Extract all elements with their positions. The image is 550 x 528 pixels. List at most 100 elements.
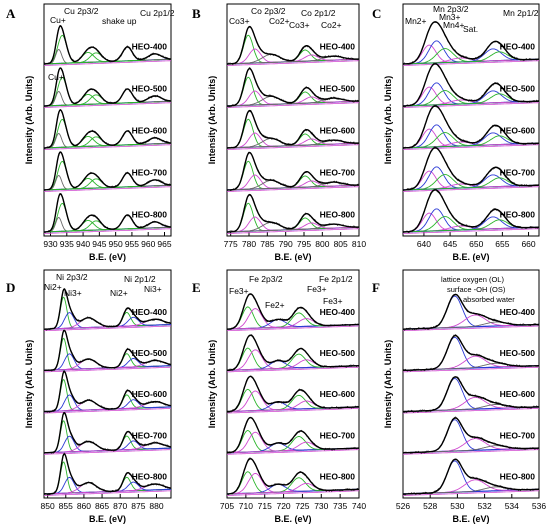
baseline-line bbox=[44, 325, 171, 332]
baseline-line bbox=[44, 60, 171, 66]
envelope-line bbox=[226, 375, 359, 413]
sample-label: HEO-400 bbox=[320, 307, 356, 317]
panel-letter: D bbox=[6, 280, 15, 295]
x-tick-label: 955 bbox=[125, 239, 139, 249]
envelope-line bbox=[227, 151, 359, 191]
y-axis-label: Intensity (Arb. Units) bbox=[24, 340, 34, 429]
peak-annotation: Co2+ bbox=[321, 20, 342, 30]
spectrum-HEO-700: HEO-700 bbox=[402, 416, 540, 455]
envelope-line bbox=[44, 67, 171, 107]
baseline-line bbox=[44, 144, 171, 150]
x-tick-label: 965 bbox=[157, 239, 171, 249]
x-tick-label: 645 bbox=[443, 239, 457, 249]
baseline-line bbox=[227, 449, 359, 455]
spectrum-HEO-600: HEO-600 bbox=[226, 109, 360, 150]
x-tick-label: 785 bbox=[260, 239, 274, 249]
peak-annotation: Co2+ bbox=[269, 16, 290, 26]
baseline-line bbox=[227, 366, 359, 373]
baseline-line bbox=[403, 449, 539, 455]
peak-annotation: Mn 2p3/2 bbox=[433, 4, 469, 14]
x-tick-label: 705 bbox=[220, 501, 234, 511]
spectrum-HEO-800: HEO-800 bbox=[402, 458, 540, 496]
fit-peak bbox=[44, 318, 172, 330]
y-axis-label: Intensity (Arb. Units) bbox=[383, 340, 393, 429]
x-tick-label: 960 bbox=[141, 239, 155, 249]
envelope-line bbox=[227, 25, 359, 65]
envelope-line bbox=[403, 21, 539, 65]
sample-label: HEO-500 bbox=[320, 348, 356, 358]
sample-label: HEO-800 bbox=[320, 472, 356, 482]
x-tick-label: 805 bbox=[334, 239, 348, 249]
baseline-line bbox=[44, 228, 171, 234]
envelope-line bbox=[403, 376, 539, 413]
panel-B: B Intensity (Arb. Units) 775 780 785 790 795 80… bbox=[192, 3, 366, 262]
peak-annotation: Cu+ bbox=[50, 15, 66, 25]
plot-frame bbox=[43, 269, 172, 499]
x-tick-label: 530 bbox=[450, 501, 464, 511]
baseline-line bbox=[227, 144, 359, 150]
peak-annotation: Mn4+ bbox=[443, 20, 465, 30]
x-tick-label: 710 bbox=[239, 501, 253, 511]
x-tick-label: 850 bbox=[41, 501, 55, 511]
x-axis-label: B.E. (eV) bbox=[452, 252, 489, 262]
fit-peak bbox=[44, 483, 172, 495]
peak-annotation: absorbed water bbox=[463, 295, 515, 304]
peak-annotation: Fe2+ bbox=[265, 300, 285, 310]
peak-annotation: Sat. bbox=[463, 24, 478, 34]
baseline-line bbox=[227, 102, 359, 108]
sample-label: HEO-700 bbox=[500, 430, 536, 440]
sample-label: HEO-800 bbox=[500, 209, 536, 219]
fit-peak bbox=[227, 319, 359, 330]
envelope-line bbox=[403, 334, 539, 372]
x-tick-label: 730 bbox=[314, 501, 328, 511]
envelope-line bbox=[44, 453, 172, 495]
envelope-line bbox=[403, 63, 539, 107]
y-axis-label: Intensity (Arb. Units) bbox=[383, 76, 393, 165]
peak-annotation: Ni2+ bbox=[110, 288, 128, 298]
spectrum-HEO-800: HEO-800 bbox=[226, 193, 360, 234]
baseline-line bbox=[44, 102, 171, 108]
sample-label: HEO-500 bbox=[500, 348, 536, 358]
x-tick-label: 880 bbox=[149, 501, 163, 511]
panel-letter: C bbox=[372, 6, 381, 21]
peak-annotation: surface -OH (OS) bbox=[447, 285, 506, 294]
sample-label: HEO-800 bbox=[500, 472, 536, 482]
x-tick-label: 775 bbox=[224, 239, 238, 249]
spectrum-HEO-600: HEO-600 bbox=[43, 370, 172, 414]
envelope-line bbox=[227, 67, 359, 107]
plot-frame bbox=[226, 269, 360, 499]
spectrum-HEO-400: HEO-400 bbox=[226, 293, 360, 332]
baseline-line bbox=[227, 228, 359, 234]
x-tick-label: 935 bbox=[60, 239, 74, 249]
envelope-line bbox=[226, 458, 359, 495]
sample-label: HEO-500 bbox=[320, 83, 356, 93]
baseline-line bbox=[403, 407, 539, 414]
spectrum-HEO-800: HEO-800 bbox=[43, 192, 172, 234]
peak-annotation: Fe3+ bbox=[307, 284, 327, 294]
envelope-line bbox=[226, 416, 359, 454]
panel-letter: E bbox=[192, 280, 201, 295]
peak-annotation: Cu 2p3/2 bbox=[64, 6, 99, 16]
envelope-line bbox=[403, 189, 539, 233]
x-tick-label: 945 bbox=[92, 239, 106, 249]
envelope-line bbox=[403, 293, 539, 330]
peak-annotation: Ni3+ bbox=[144, 284, 162, 294]
peak-annotation: Mn 2p1/2 bbox=[503, 8, 539, 18]
spectrum-HEO-700: HEO-700 bbox=[403, 146, 540, 192]
panel-C: C Intensity (Arb. Units) 640 645 650 655 660 B.… bbox=[372, 3, 540, 262]
spectrum-HEO-600: HEO-600 bbox=[226, 375, 360, 414]
envelope-line bbox=[44, 288, 172, 330]
peak-annotation: Co3+ bbox=[289, 20, 310, 30]
spectrum-HEO-500: HEO-500 bbox=[402, 63, 540, 108]
baseline-line bbox=[403, 490, 539, 496]
x-tick-label: 640 bbox=[417, 239, 431, 249]
spectrum-HEO-500: HEO-500 bbox=[43, 329, 172, 373]
envelope-line bbox=[44, 370, 172, 413]
sample-label: HEO-700 bbox=[132, 167, 168, 177]
spectrum-HEO-400: HEO-400 bbox=[402, 293, 539, 332]
sample-label: HEO-600 bbox=[132, 389, 168, 399]
panel-F: F Intensity (Arb. Units) 526 528 530 532 534 53… bbox=[372, 269, 546, 524]
sample-label: HEO-800 bbox=[320, 209, 356, 219]
x-tick-label: 735 bbox=[333, 501, 347, 511]
peak-annotation: shake up bbox=[102, 16, 137, 26]
